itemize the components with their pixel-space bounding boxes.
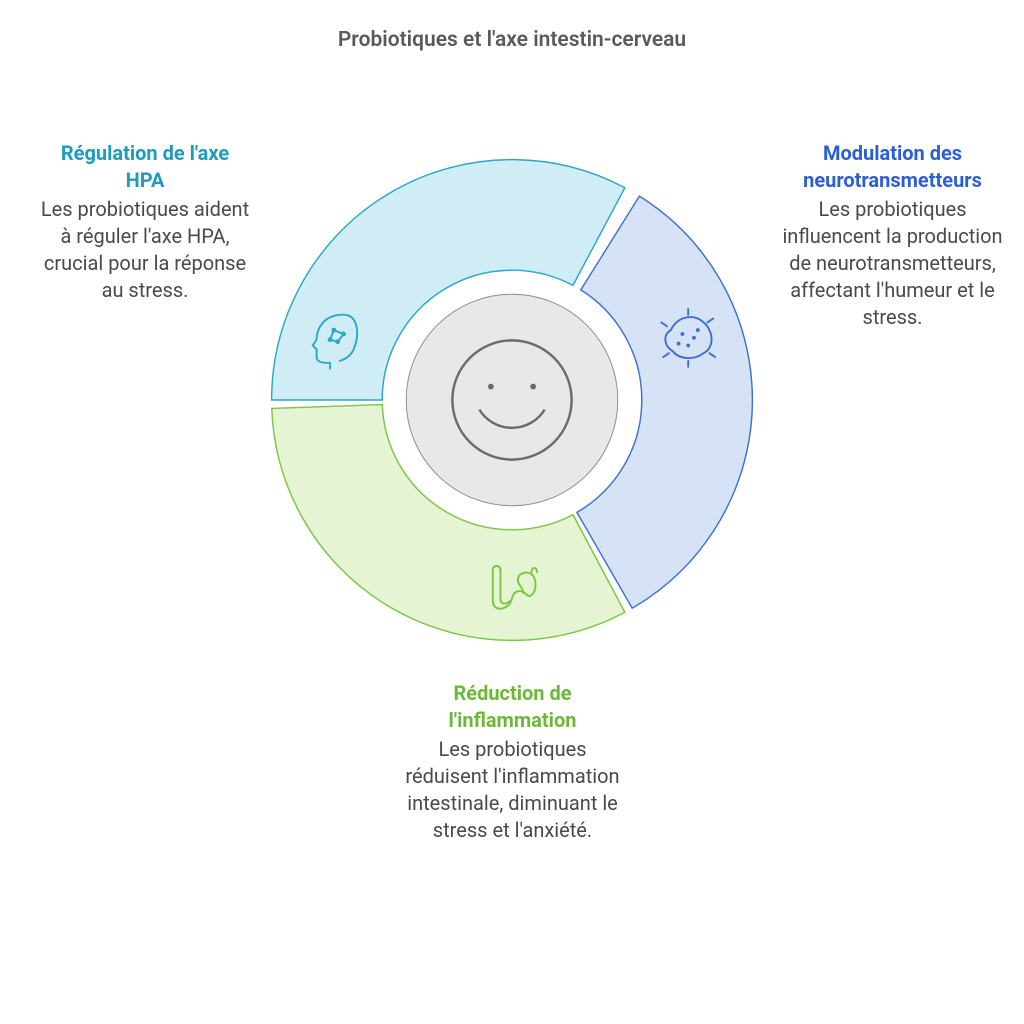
circular-diagram [262, 150, 762, 650]
segment-heading: Régulation de l'axe HPA [40, 140, 250, 194]
segment-text-inflam: Réduction de l'inflammation Les probioti… [405, 680, 620, 844]
segment-text-neuro: Modulation des neurotransmetteurs Les pr… [780, 140, 1005, 331]
segment-heading: Réduction de l'inflammation [405, 680, 620, 734]
segment-body: Les probiotiques réduisent l'inflammatio… [405, 736, 620, 844]
segment-body: Les probiotiques aident à réguler l'axe … [40, 196, 250, 304]
segment-body: Les probiotiques influencent la producti… [780, 196, 1005, 331]
segment-text-hpa: Régulation de l'axe HPA Les probiotiques… [40, 140, 250, 304]
center-circle [406, 294, 618, 506]
page-title: Probiotiques et l'axe intestin-cerveau [0, 28, 1024, 52]
segment-heading: Modulation des neurotransmetteurs [780, 140, 1005, 194]
